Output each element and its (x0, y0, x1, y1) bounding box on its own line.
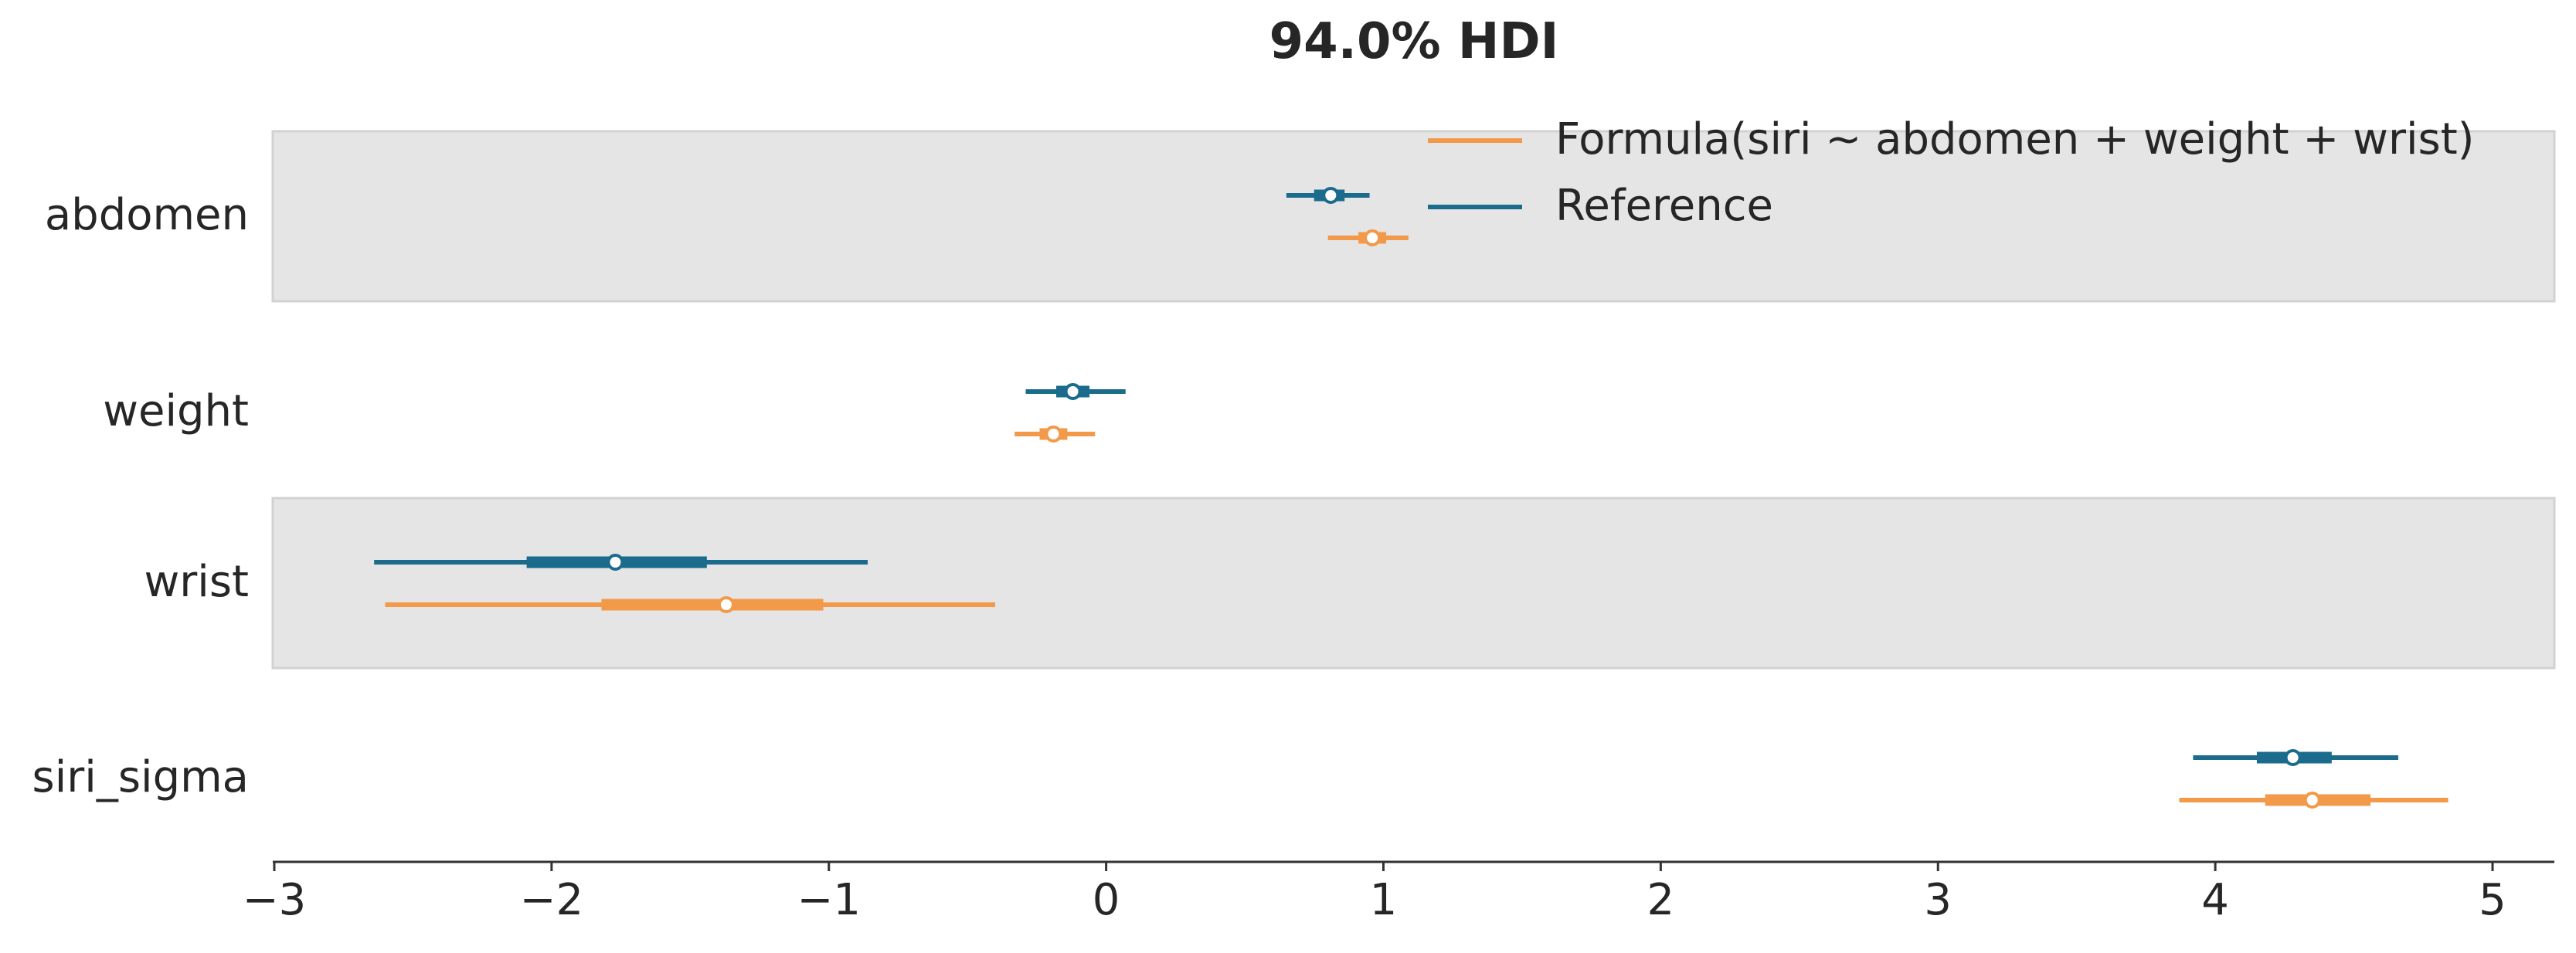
point-estimate-formula-siri_sigma (2303, 792, 2321, 809)
x-tick-label-5: 5 (2479, 875, 2506, 925)
x-tick-label--3: −3 (243, 875, 307, 925)
x-tick-label--2: −2 (520, 875, 584, 925)
row-band-wrist (271, 497, 2556, 670)
legend-label-reference: Reference (1555, 181, 1773, 231)
chart-title: 94.0% HDI (1269, 13, 1559, 70)
parameter-label-wrist: wrist (144, 557, 249, 607)
point-estimate-formula-weight (1045, 426, 1062, 443)
point-estimate-reference-weight (1064, 383, 1082, 400)
point-estimate-formula-abdomen (1364, 229, 1381, 246)
point-estimate-formula-wrist (717, 596, 735, 613)
point-estimate-reference-wrist (607, 554, 624, 571)
x-tick-label-0: 0 (1093, 875, 1120, 925)
parameter-labels: abdomen weight wrist siri_sigma (32, 190, 249, 802)
parameter-label-weight: weight (103, 386, 249, 436)
parameter-label-siri_sigma: siri_sigma (32, 752, 249, 802)
legend-label-formula: Formula(siri ~ abdomen + weight + wrist) (1555, 114, 2475, 164)
x-tick-label-4: 4 (2201, 875, 2229, 925)
parameter-label-abdomen: abdomen (45, 190, 249, 240)
x-tick-label-2: 2 (1647, 875, 1675, 925)
row-band-abdomen (271, 130, 2556, 303)
point-estimate-reference-abdomen (1322, 187, 1340, 204)
row-bands (271, 130, 2556, 670)
point-estimate-reference-siri_sigma (2284, 749, 2302, 766)
x-tick-label-1: 1 (1370, 875, 1398, 925)
x-axis: −3 −2 −1 0 1 2 3 4 5 (243, 860, 2554, 925)
x-tick-label--1: −1 (797, 875, 861, 925)
x-tick-label-3: 3 (1924, 875, 1952, 925)
interval-marks (374, 187, 2449, 809)
legend: Formula(siri ~ abdomen + weight + wrist)… (1428, 114, 2475, 231)
